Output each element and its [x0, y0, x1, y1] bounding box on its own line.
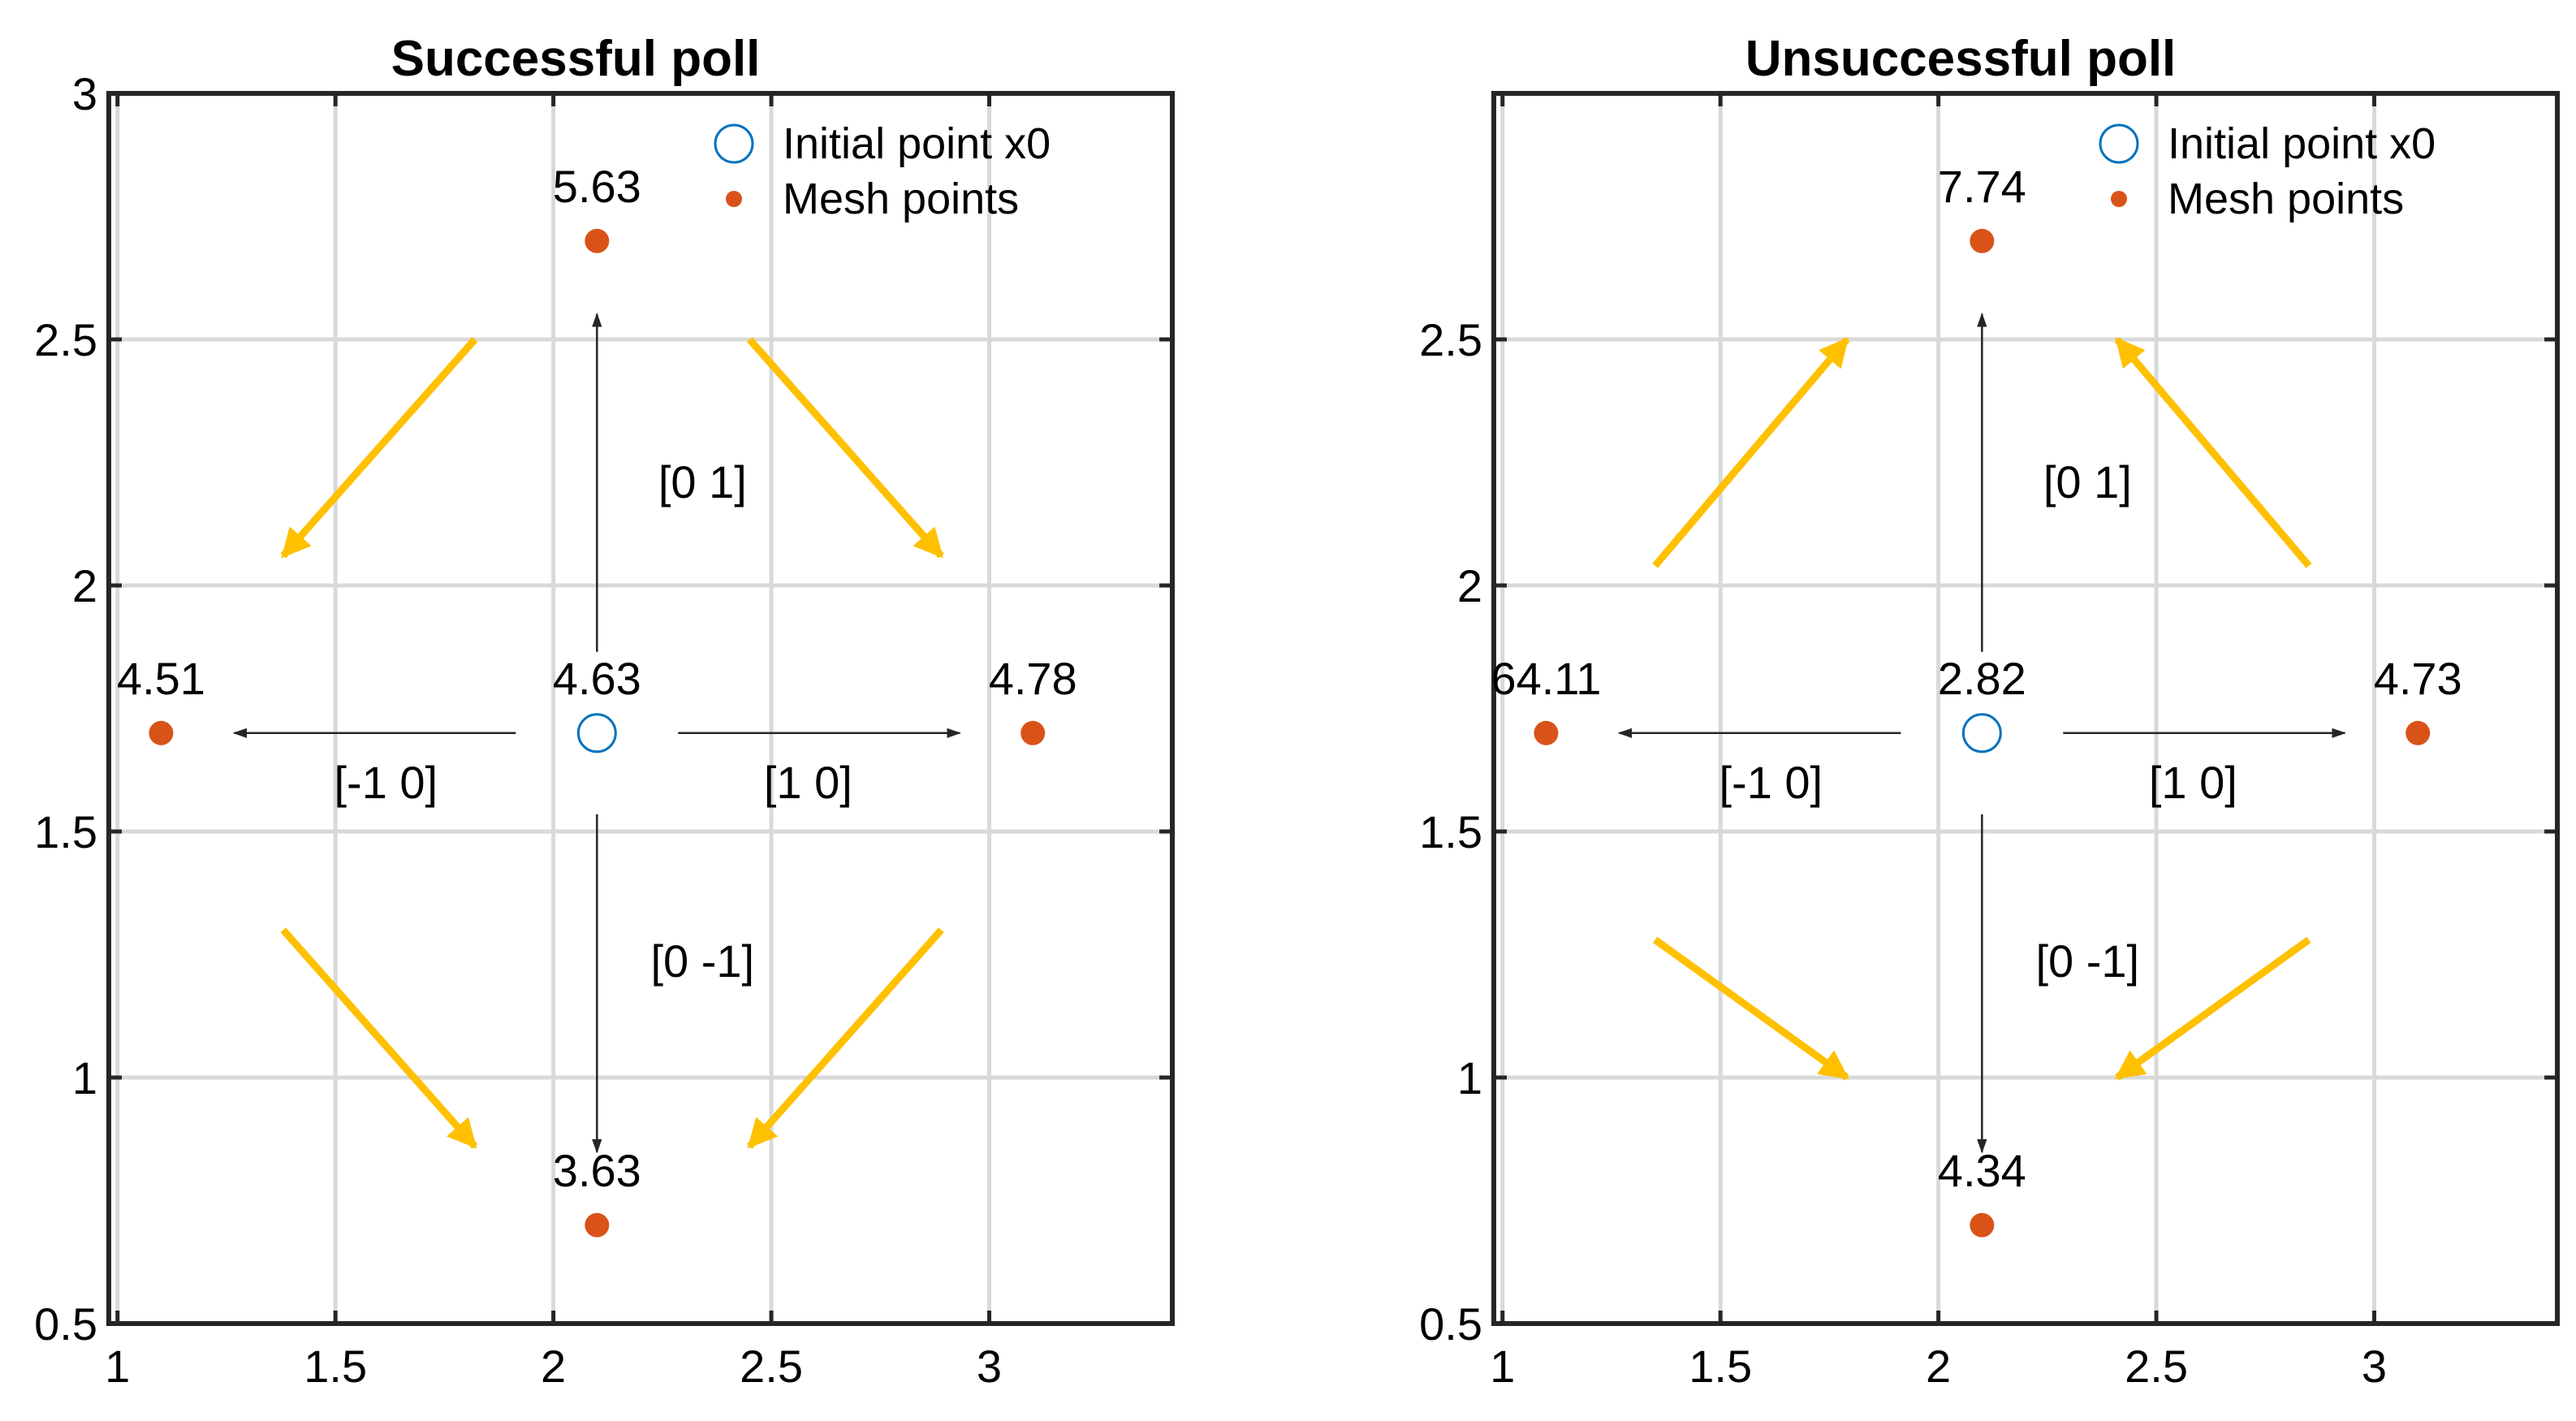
direction-label: [0 -1] [650, 935, 754, 987]
mesh-point-value: 4.34 [1938, 1145, 2026, 1196]
legend-initial-point-marker [714, 123, 754, 164]
y-tick-label: 2.5 [1419, 314, 1482, 365]
y-tick-label: 2 [72, 560, 97, 611]
legend-mesh-point-marker [2111, 191, 2127, 207]
y-tick-label: 1 [72, 1052, 97, 1104]
direction-label: [1 0] [2149, 757, 2237, 808]
y-tick-label: 2.5 [34, 314, 97, 365]
x-tick-label: 2 [541, 1341, 566, 1392]
initial-point-value: 2.82 [1938, 653, 2026, 704]
x-tick-label: 1.5 [304, 1341, 367, 1392]
chart-title: Successful poll [391, 31, 761, 87]
y-tick-label: 1.5 [34, 806, 97, 857]
initial-point [1961, 713, 2002, 754]
x-tick-label: 2.5 [740, 1341, 803, 1392]
y-tick-label: 1.5 [1419, 806, 1482, 857]
axes-box [1491, 91, 2560, 1326]
x-tick-label: 3 [2362, 1341, 2387, 1392]
flow-arrow [280, 927, 478, 1149]
mesh-point-value: 5.63 [553, 161, 641, 212]
mesh-point [2406, 720, 2431, 745]
x-tick-label: 3 [977, 1341, 1002, 1392]
mesh-point [149, 720, 174, 745]
flow-arrow [746, 337, 944, 559]
mesh-point [1020, 720, 1046, 745]
mesh-point-value: 4.51 [117, 653, 205, 704]
flow-arrow [2114, 936, 2311, 1081]
mesh-point [1534, 720, 1559, 745]
flow-arrow [1652, 337, 1850, 568]
y-tick-label: 0.5 [34, 1298, 97, 1350]
legend-initial-point-marker [2099, 123, 2139, 164]
x-tick-label: 1 [105, 1341, 130, 1392]
y-tick-label: 2 [1457, 560, 1482, 611]
y-tick-label: 0.5 [1419, 1298, 1482, 1350]
mesh-point [585, 1212, 610, 1237]
mesh-point-value: 3.63 [553, 1145, 641, 1196]
mesh-point-value: 4.73 [2374, 653, 2462, 704]
y-tick-label: 1 [1457, 1052, 1482, 1104]
x-tick-label: 2 [1926, 1341, 1951, 1392]
direction-label: [1 0] [764, 757, 852, 808]
initial-point [576, 713, 617, 754]
flow-arrow [746, 927, 944, 1149]
legend-initial-point-label: Initial point x0 [2168, 119, 2436, 168]
axes-box [106, 91, 1175, 1326]
legend-initial-point-label: Initial point x0 [783, 119, 1051, 168]
direction-label: [-1 0] [1719, 757, 1823, 808]
direction-label: [0 -1] [2035, 935, 2139, 987]
flow-arrow [2114, 337, 2312, 568]
chart-title: Unsuccessful poll [1745, 31, 2177, 87]
legend-mesh-point-marker [726, 191, 742, 207]
mesh-point-value: 7.74 [1938, 161, 2026, 212]
mesh-point [1970, 228, 1995, 253]
mesh-point [585, 228, 610, 253]
x-tick-label: 1 [1490, 1341, 1515, 1392]
mesh-point [1970, 1212, 1995, 1237]
direction-label: [0 1] [658, 456, 747, 508]
flow-arrow [1653, 936, 1849, 1081]
legend-mesh-point-label: Mesh points [2168, 175, 2404, 223]
y-tick-label: 3 [72, 68, 97, 119]
direction-label: [-1 0] [334, 757, 438, 808]
mesh-point-value: 4.78 [989, 653, 1077, 704]
flow-arrow [280, 337, 478, 559]
initial-point-value: 4.63 [553, 653, 641, 704]
legend-mesh-point-label: Mesh points [783, 175, 1019, 223]
x-tick-label: 2.5 [2125, 1341, 2188, 1392]
x-tick-label: 1.5 [1689, 1341, 1752, 1392]
direction-label: [0 1] [2043, 456, 2132, 508]
mesh-point-value: 64.11 [1491, 653, 1601, 704]
